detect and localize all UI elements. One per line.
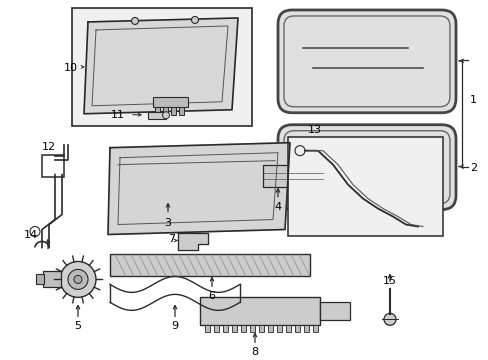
Bar — [319, 302, 349, 320]
Bar — [241, 325, 245, 332]
Text: 12: 12 — [42, 142, 56, 152]
FancyBboxPatch shape — [278, 10, 455, 113]
Bar — [155, 107, 160, 115]
Polygon shape — [84, 18, 238, 114]
Bar — [276, 325, 282, 332]
Text: 14: 14 — [24, 230, 38, 239]
Bar — [259, 325, 264, 332]
Circle shape — [162, 112, 169, 119]
Bar — [110, 255, 309, 276]
Bar — [153, 97, 187, 107]
Bar — [72, 8, 251, 126]
Bar — [214, 325, 219, 332]
Bar — [304, 325, 308, 332]
Text: 13: 13 — [307, 125, 321, 135]
Circle shape — [191, 17, 198, 23]
Bar — [267, 325, 272, 332]
Bar — [263, 165, 323, 186]
Polygon shape — [108, 143, 289, 234]
Bar — [42, 155, 64, 177]
Bar — [179, 107, 183, 115]
Bar — [249, 325, 254, 332]
Bar — [231, 325, 237, 332]
Circle shape — [131, 18, 138, 24]
Text: 4: 4 — [274, 202, 281, 212]
Text: 2: 2 — [469, 163, 476, 173]
Text: 6: 6 — [208, 291, 215, 301]
Polygon shape — [178, 233, 207, 251]
Circle shape — [68, 269, 88, 289]
Bar — [36, 274, 44, 284]
Circle shape — [383, 313, 395, 325]
Text: 9: 9 — [171, 321, 178, 331]
Circle shape — [74, 275, 82, 283]
Bar — [171, 107, 176, 115]
Bar — [200, 297, 319, 325]
Bar — [223, 325, 227, 332]
FancyBboxPatch shape — [278, 125, 455, 210]
Bar — [285, 325, 290, 332]
Bar — [43, 271, 61, 287]
Text: 5: 5 — [74, 321, 81, 331]
Bar — [294, 325, 299, 332]
Text: 1: 1 — [469, 95, 476, 105]
Text: 7: 7 — [167, 234, 175, 244]
Text: 11: 11 — [111, 110, 125, 120]
Bar — [204, 325, 209, 332]
Bar — [287, 137, 442, 237]
Bar — [312, 325, 317, 332]
Text: 15: 15 — [382, 276, 396, 287]
Circle shape — [60, 261, 96, 297]
Text: 10: 10 — [64, 63, 78, 73]
Bar — [148, 112, 165, 119]
Text: 3: 3 — [164, 217, 171, 228]
Text: 8: 8 — [251, 347, 258, 357]
Bar — [163, 107, 168, 115]
